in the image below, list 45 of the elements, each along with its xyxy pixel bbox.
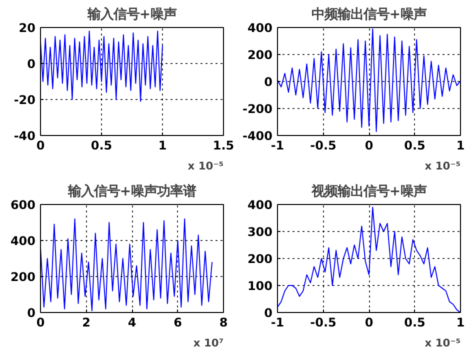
x-tick-label: 0 xyxy=(364,138,374,152)
x-tick-label: -1 xyxy=(270,316,284,330)
y-tick-label: 200 xyxy=(247,252,273,266)
y-tick-label: 20 xyxy=(18,21,36,35)
chart-title: 输入信号+噪声功率谱 xyxy=(66,184,196,200)
y-tick-label: 0 xyxy=(264,306,273,320)
y-tick-label: 400 xyxy=(247,21,273,35)
y-tick-label: 400 xyxy=(10,234,36,248)
y-tick-label: 300 xyxy=(247,225,273,239)
y-tick-label: 200 xyxy=(10,270,36,284)
y-tick-label: 200 xyxy=(247,48,273,62)
x-tick-label: 1 xyxy=(456,138,465,152)
chart-title: 输入信号+噪声 xyxy=(86,6,177,22)
x-tick-label: -0.5 xyxy=(310,138,336,152)
y-tick-label: 100 xyxy=(247,279,273,293)
x-tick-label: -1 xyxy=(270,138,284,152)
text: x 10⁻⁵ xyxy=(424,160,461,172)
chart-title: 中频输出信号+噪声 xyxy=(311,8,427,22)
y-tick-label: -20 xyxy=(14,93,36,107)
x-tick-label: 2 xyxy=(82,316,90,330)
text: x 10⁷ xyxy=(193,336,224,350)
y-tick-label: 0 xyxy=(27,57,36,71)
x-tick-label: 0 xyxy=(364,316,374,330)
y-tick-label: -40 xyxy=(14,129,36,143)
x-tick-label: 1 xyxy=(158,138,167,152)
text: x 10⁻⁵ xyxy=(424,336,461,350)
y-tick-label: -400 xyxy=(242,129,272,143)
x-tick-label: 1 xyxy=(456,316,465,330)
y-tick-label: 600 xyxy=(10,198,36,212)
x-tick-label: 0 xyxy=(36,138,45,152)
x-tick-label: 0.5 xyxy=(404,316,426,330)
chart-title: 视频输出信号+噪声 xyxy=(310,184,427,200)
y-tick-label: 0 xyxy=(264,75,273,89)
x-tick-label: 8 xyxy=(219,316,228,330)
x-tick-label: 1.5 xyxy=(212,138,234,152)
x-tick-label: 6 xyxy=(174,316,182,330)
y-tick-label: 400 xyxy=(247,198,273,212)
x-tick-label: 4 xyxy=(128,316,136,330)
y-tick-label: -200 xyxy=(242,102,272,116)
x-tick-label: -0.5 xyxy=(310,316,336,330)
x-tick-label: 0 xyxy=(36,316,45,330)
text: x 10⁻⁵ xyxy=(188,160,224,172)
y-tick-label: 0 xyxy=(27,306,36,320)
x-tick-label: 0.5 xyxy=(90,138,112,152)
x-tick-label: 0.5 xyxy=(404,138,426,152)
